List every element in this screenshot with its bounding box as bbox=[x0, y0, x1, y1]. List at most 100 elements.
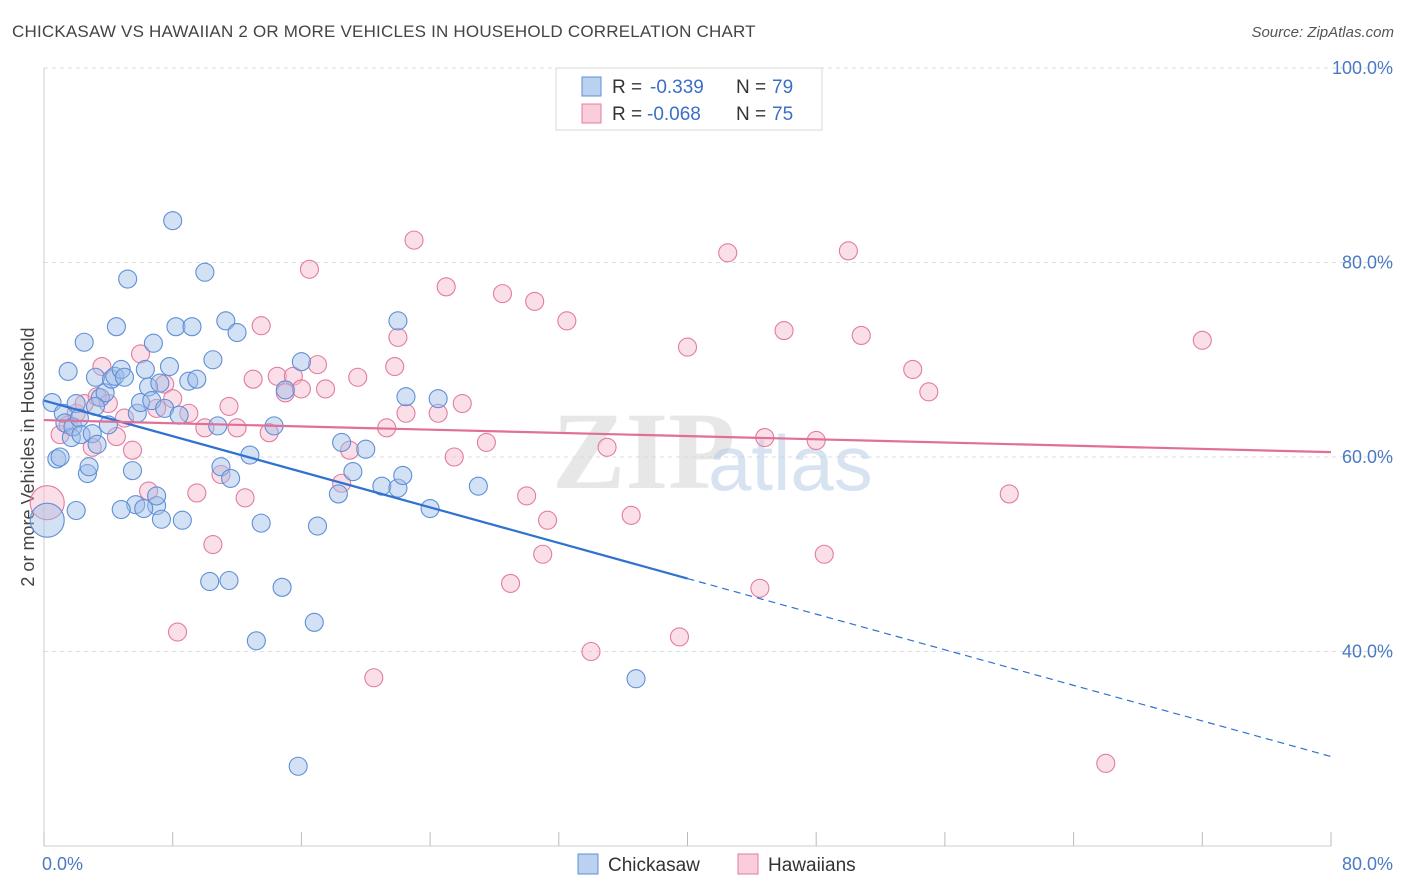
point-hawaiians-54 bbox=[533, 544, 553, 564]
point-hawaiians-23 bbox=[219, 396, 239, 416]
point-hawaiians-51 bbox=[500, 573, 521, 593]
point-chickasaw-82 bbox=[111, 499, 131, 520]
point-chickasaw-24 bbox=[111, 359, 131, 380]
point-hawaiians-12 bbox=[130, 344, 151, 364]
trend-lines bbox=[43, 399, 1332, 758]
series-legend: Chickasaw Hawaiians bbox=[577, 853, 856, 876]
point-chickasaw-49 bbox=[203, 350, 223, 370]
trend-line-hawaiians bbox=[43, 418, 1332, 454]
point-hawaiians-25 bbox=[235, 488, 255, 508]
point-chickasaw-53 bbox=[219, 570, 239, 591]
y-tick-label-40: 40.0% bbox=[1342, 642, 1393, 662]
point-chickasaw-10 bbox=[69, 408, 89, 428]
point-chickasaw-71 bbox=[388, 478, 408, 498]
point-hawaiians-39 bbox=[364, 668, 384, 688]
point-chickasaw-68 bbox=[343, 462, 363, 482]
point-hawaiians-68 bbox=[838, 241, 858, 261]
point-hawaiians-16 bbox=[163, 389, 183, 409]
point-chickasaw-66 bbox=[328, 484, 348, 504]
point-chickasaw-39 bbox=[159, 357, 180, 377]
point-chickasaw-83 bbox=[147, 486, 167, 506]
y-tick-label-60: 60.0% bbox=[1342, 447, 1393, 467]
point-chickasaw-41 bbox=[166, 317, 186, 337]
point-hawaiians-58 bbox=[597, 437, 617, 457]
legend-swatch-hawaiians bbox=[581, 103, 602, 124]
point-chickasaw-12 bbox=[74, 332, 94, 352]
point-hawaiians-46 bbox=[436, 277, 456, 297]
x-tick-labels: 0.0% 80.0% bbox=[42, 854, 1393, 874]
point-hawaiians-55 bbox=[537, 510, 558, 530]
point-hawaiians-69 bbox=[851, 325, 871, 345]
point-hawaiians-37 bbox=[340, 440, 360, 460]
point-chickasaw-70 bbox=[372, 476, 392, 496]
point-chickasaw-81 bbox=[134, 498, 154, 519]
chart-title: CHICKASAW VS HAWAIIAN 2 OR MORE VEHICLES… bbox=[12, 22, 756, 41]
point-hawaiians-44 bbox=[404, 230, 424, 250]
point-chickasaw-16 bbox=[85, 367, 106, 387]
point-hawaiians-43 bbox=[396, 403, 416, 423]
point-chickasaw-75 bbox=[420, 498, 440, 519]
point-chickasaw-79 bbox=[66, 500, 86, 521]
y-axis-title: 2 or more Vehicles in Household bbox=[18, 327, 38, 586]
point-chickasaw-65 bbox=[307, 516, 328, 536]
point-chickasaw-64 bbox=[304, 612, 324, 632]
series-legend-swatch-chickasaw bbox=[577, 853, 599, 875]
point-hawaiians-35 bbox=[315, 379, 336, 399]
point-hawaiians-72 bbox=[999, 484, 1019, 504]
point-hawaiians-28 bbox=[259, 423, 279, 443]
point-hawaiians-59 bbox=[621, 505, 641, 525]
point-chickasaw-50 bbox=[208, 416, 228, 436]
watermark: ZIP atlas bbox=[552, 390, 873, 512]
source-label: Source: ZipAtlas.com bbox=[1251, 24, 1394, 41]
legend-n-label-hawaiians: N = bbox=[736, 104, 766, 125]
point-hawaiians-45 bbox=[428, 403, 448, 423]
point-hawaiians-74 bbox=[1192, 330, 1212, 350]
trend-line-chickasaw bbox=[43, 399, 688, 580]
point-hawaiians-53 bbox=[525, 291, 545, 311]
y-tick-label-80: 80.0% bbox=[1342, 253, 1393, 273]
point-hawaiians-21 bbox=[203, 534, 223, 555]
point-hawaiians-50 bbox=[492, 284, 513, 304]
legend-r-value-chickasaw: -0.339 bbox=[650, 77, 704, 98]
point-hawaiians-7 bbox=[92, 357, 112, 377]
point-hawaiians-57 bbox=[581, 641, 601, 662]
point-hawaiians-26 bbox=[243, 369, 263, 389]
point-hawaiians-60 bbox=[669, 627, 690, 647]
series-legend-label-hawaiians: Hawaiians bbox=[768, 855, 856, 876]
point-chickasaw-27 bbox=[122, 461, 143, 481]
series-legend-swatch-hawaiians bbox=[737, 853, 759, 875]
legend-swatch-chickasaw bbox=[581, 76, 602, 97]
point-chickasaw-77 bbox=[468, 476, 488, 496]
point-chickasaw-40 bbox=[163, 211, 183, 231]
point-chickasaw-72 bbox=[393, 465, 413, 486]
point-chickasaw-46 bbox=[187, 369, 207, 389]
point-hawaiians-38 bbox=[348, 367, 368, 387]
point-hawaiians-61 bbox=[677, 337, 698, 357]
trend-line-extension-chickasaw bbox=[687, 577, 1332, 758]
point-hawaiians-52 bbox=[517, 486, 537, 506]
point-hawaiians-71 bbox=[919, 382, 939, 402]
point-chickasaw-78 bbox=[626, 669, 646, 689]
x-tick-label-min: 0.0% bbox=[42, 854, 83, 874]
point-chickasaw-26 bbox=[118, 269, 138, 289]
point-chickasaw-0 bbox=[29, 502, 65, 538]
point-hawaiians-17 bbox=[167, 622, 188, 642]
point-hawaiians-73 bbox=[1096, 753, 1116, 773]
point-hawaiians-34 bbox=[307, 355, 328, 375]
point-chickasaw-17 bbox=[87, 434, 107, 454]
stats-legend: R = -0.339 N = 79 R = -0.068 N = 75 bbox=[555, 67, 823, 131]
point-chickasaw-42 bbox=[169, 405, 189, 425]
point-hawaiians-11 bbox=[122, 440, 143, 460]
legend-r-label-hawaiians: R = bbox=[612, 104, 642, 125]
point-chickasaw-57 bbox=[246, 631, 266, 651]
point-hawaiians-47 bbox=[444, 447, 464, 467]
watermark-zip: ZIP bbox=[552, 390, 735, 512]
point-hawaiians-56 bbox=[557, 311, 577, 331]
point-hawaiians-49 bbox=[476, 432, 496, 452]
point-chickasaw-25 bbox=[114, 367, 134, 387]
series-legend-label-chickasaw: Chickasaw bbox=[608, 855, 700, 876]
legend-n-value-chickasaw: 79 bbox=[772, 77, 793, 98]
y-tick-labels: 40.0% 60.0% 80.0% 100.0% bbox=[1332, 58, 1393, 662]
point-hawaiians-27 bbox=[251, 316, 271, 336]
point-hawaiians-42 bbox=[388, 327, 408, 347]
